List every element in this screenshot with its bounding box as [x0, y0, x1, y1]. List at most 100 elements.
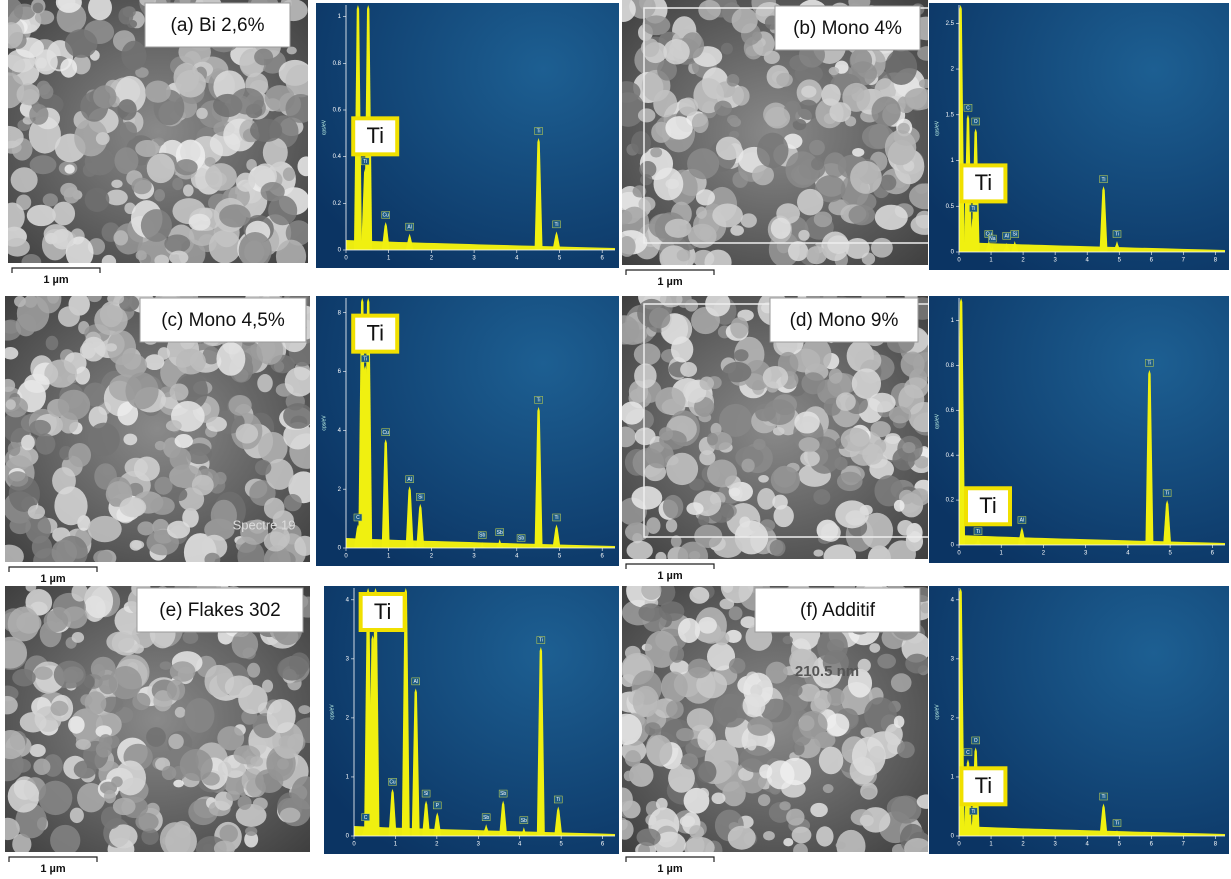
- peak-label: Ti: [555, 515, 559, 521]
- peak-label-box: [1017, 516, 1027, 524]
- peak-label: Al: [407, 477, 411, 483]
- peak: [381, 222, 390, 250]
- x-tick-label: 5: [1118, 842, 1122, 848]
- y-tick-label: 2: [951, 67, 955, 73]
- peak-label: Ti: [971, 809, 975, 815]
- y-tick-label: 3: [346, 656, 350, 662]
- y-tick-label: 0: [338, 248, 342, 254]
- peak: [405, 233, 414, 250]
- peak-label-box: [969, 807, 978, 816]
- peak: [1112, 830, 1121, 836]
- peak-label: P: [436, 803, 440, 809]
- x-tick-label: 0: [344, 256, 348, 262]
- peak-label: C: [966, 750, 970, 756]
- peak-label-box: [481, 813, 491, 821]
- peak-label-box: [405, 475, 414, 483]
- y-tick-label: 1: [951, 318, 955, 324]
- scale-bar: [8, 856, 98, 862]
- callout-box: [964, 486, 1012, 527]
- peak-label: Cu: [389, 779, 396, 785]
- x-tick-label: 8: [1214, 842, 1218, 848]
- scale-bar: [625, 563, 715, 569]
- y-tick-label: 3: [951, 656, 955, 662]
- peak-label: C: [966, 105, 970, 111]
- peak-label-box: [969, 204, 978, 213]
- x-tick-label: 6: [601, 842, 605, 848]
- peak-label: Ti: [1115, 821, 1119, 827]
- peak-label: Ti: [1102, 177, 1106, 183]
- panel-label: (c) Mono 4,5%: [161, 310, 285, 331]
- peak-label-box: [416, 493, 425, 501]
- peak-label: Si: [418, 495, 422, 501]
- peak-label: Ti: [1147, 360, 1151, 366]
- peak: [405, 486, 414, 548]
- y-tick-label: 1: [338, 14, 342, 20]
- x-tick-label: 2: [430, 256, 434, 262]
- y-axis-label: cps/eV: [329, 704, 335, 720]
- peak: [411, 688, 420, 836]
- peak: [1112, 241, 1121, 252]
- x-tick-label: 3: [472, 554, 476, 560]
- peak-label-box: [495, 528, 504, 536]
- peak: [388, 788, 397, 836]
- scale-label: 1 µm: [40, 573, 66, 585]
- peak-label-box: [963, 104, 973, 112]
- peak-label-box: [536, 636, 546, 644]
- x-tick-label: 3: [472, 256, 476, 262]
- peak-label-box: [971, 117, 980, 126]
- peak-label-box: [971, 736, 980, 745]
- peak: [433, 812, 442, 836]
- peak: [959, 298, 966, 545]
- peak: [1017, 527, 1026, 545]
- peak-label-box: [552, 513, 561, 522]
- y-tick-label: 0.6: [333, 108, 342, 114]
- panel-label: (d) Mono 9%: [790, 310, 899, 331]
- x-tick-label: 4: [1086, 842, 1090, 848]
- y-tick-label: 6: [338, 369, 342, 375]
- peak: [974, 538, 982, 545]
- spectrum-background: [929, 586, 1229, 854]
- peak-label-box: [1162, 489, 1172, 497]
- peak-label: Sb: [483, 815, 489, 821]
- x-tick-label: 7: [1182, 842, 1186, 848]
- y-axis-label: cps/eV: [934, 120, 940, 136]
- x-tick-label: 4: [515, 554, 519, 560]
- peak-label: Sb: [500, 791, 506, 797]
- x-tick-label: 0: [957, 842, 961, 848]
- panel: (b) Mono 4% 1 µm cps/eV 0 0.5 1 1.5 2 2.5 0 1 2 3 4 5 6…: [622, 0, 1229, 288]
- peak: [1145, 369, 1154, 545]
- continuum: [959, 242, 1225, 252]
- y-tick-label: 2: [346, 715, 350, 721]
- peak: [517, 545, 526, 548]
- peak: [534, 138, 543, 250]
- peak-label-box: [973, 527, 983, 536]
- x-tick-label: 1: [989, 258, 993, 264]
- peak-label: Al: [1005, 233, 1009, 239]
- panel-label: (e) Flakes 302: [159, 600, 280, 621]
- label-box: [774, 5, 921, 51]
- peak-label-box: [498, 789, 508, 798]
- panel: (d) Mono 9% 1 µm cps/eV 0 0.2 0.4 0.6 0.8 1 0 1 2 3 4…: [622, 296, 1229, 582]
- y-tick-label: 1: [951, 775, 955, 781]
- peak-label-box: [516, 534, 526, 542]
- peak-label: Cu: [986, 232, 993, 238]
- panel-label: (b) Mono 4%: [793, 18, 902, 39]
- scale-label: 1 µm: [657, 276, 683, 288]
- panel-label: (a) Bi 2,6%: [171, 15, 265, 36]
- peak-label: C: [356, 515, 360, 521]
- y-tick-label: 0.5: [946, 204, 955, 210]
- peak-label: Al: [407, 224, 411, 230]
- y-tick-label: 4: [951, 597, 955, 603]
- y-axis-label: cps/eV: [934, 413, 940, 429]
- peak-label: Ti: [363, 159, 367, 165]
- x-tick-label: 3: [1084, 551, 1088, 557]
- y-tick-label: 0.4: [946, 453, 955, 459]
- callout-label: Ti: [366, 320, 384, 345]
- peak-label: Ti: [556, 797, 560, 803]
- peak-label-box: [353, 513, 363, 522]
- peak-label: Cu: [383, 430, 390, 436]
- peak-label-box: [421, 789, 431, 798]
- peak: [495, 539, 504, 548]
- panel: (e) Flakes 302 1 µm cps/eV 0 1 2 3 4 0 1 2 3 4 5 6 C Ti C…: [5, 586, 619, 875]
- x-tick-label: 3: [1053, 842, 1057, 848]
